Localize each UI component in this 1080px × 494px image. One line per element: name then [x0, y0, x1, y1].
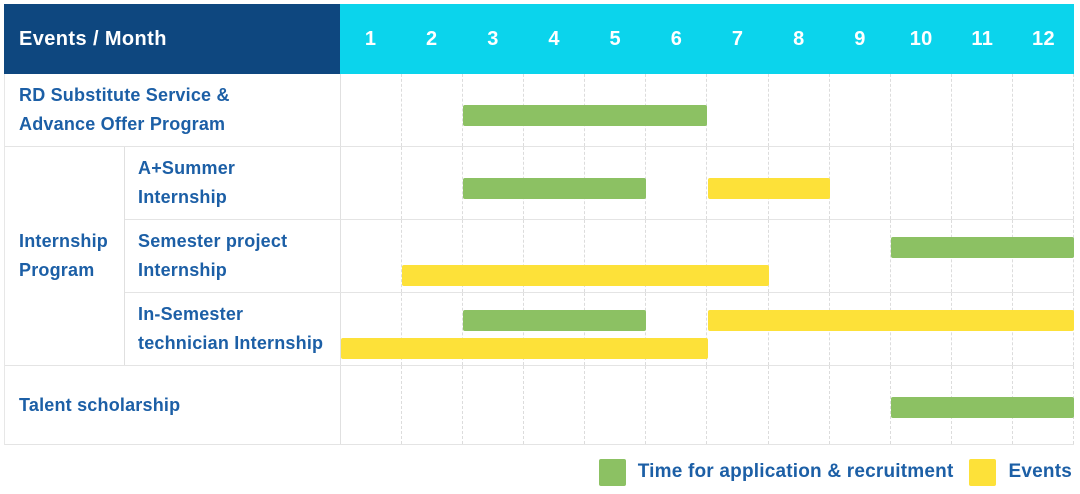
table-row: Talent scholarship [5, 365, 1074, 444]
month-grid-cell [830, 147, 891, 219]
row-chart-area [341, 293, 1074, 365]
month-header-cell: 11 [971, 27, 994, 50]
application-bar [463, 178, 647, 199]
month-grid-cell [769, 220, 830, 292]
month-grid-cell [646, 220, 708, 292]
month-grid-cell [341, 366, 403, 444]
row-chart-area [341, 220, 1074, 292]
label-line: Talent scholarship [19, 394, 181, 415]
table-body: RD Substitute Service & Advance Offer Pro… [4, 74, 1074, 445]
month-grid-cell [707, 220, 769, 292]
legend-label: Time for application & recruitment [637, 461, 954, 482]
legend: Time for application & recruitment Events [598, 457, 1072, 487]
row-label: In-Semester technician Internship [125, 293, 341, 365]
month-grid-cell [830, 220, 891, 292]
legend-item-events: Events [969, 458, 1072, 486]
month-grid-cell [769, 74, 830, 146]
label-line: Advance Offer Program [19, 114, 226, 134]
label-line: Program [19, 260, 95, 280]
application-bar [463, 310, 647, 331]
label-line: Internship [138, 260, 228, 280]
group-label: Internship Program [5, 147, 125, 365]
month-header-cell: 3 [487, 27, 499, 50]
label-line: technician Internship [138, 333, 324, 353]
month-grid-cell [707, 74, 769, 146]
month-grid-cell [769, 366, 830, 444]
month-grid-cell [1013, 147, 1074, 219]
month-grid-cell [402, 74, 464, 146]
month-grid-cell [402, 220, 464, 292]
month-grid-cell [952, 74, 1013, 146]
row-chart-area [341, 74, 1074, 146]
month-grid-cell [341, 147, 403, 219]
row-label: A+Summer Internship [125, 147, 341, 219]
group-subrows: A+Summer Internship Semester project Intern… [125, 147, 1074, 365]
month-grid-cell [646, 366, 708, 444]
legend-label: Events [1008, 461, 1072, 482]
label-line: Semester project [138, 231, 288, 251]
row-chart-area [341, 147, 1074, 219]
yellow-swatch-icon [969, 458, 997, 486]
application-bar [463, 105, 708, 126]
month-header-cell: 4 [548, 27, 560, 50]
row-chart-area [341, 366, 1074, 444]
row-group-internship-program: Internship Program A+Summer Internship Semes… [5, 146, 1074, 365]
row-label: Talent scholarship [5, 366, 341, 444]
month-grid-cell [707, 366, 769, 444]
application-bar [890, 237, 1074, 258]
month-header-cell: 7 [731, 27, 744, 50]
month-grid-cell [341, 220, 403, 292]
month-grid-cell [524, 366, 586, 444]
row-label: Semester project Internship [125, 220, 341, 292]
table-row: A+Summer Internship [125, 147, 1074, 219]
events-month-header: Events / Month [4, 4, 340, 74]
table-row: Semester project Internship [125, 219, 1074, 292]
green-swatch-icon [598, 458, 626, 486]
month-header-cell: 6 [670, 27, 683, 50]
month-grid-cell [402, 147, 464, 219]
month-grid-cell [463, 220, 525, 292]
month-header-cell: 2 [426, 27, 438, 50]
month-grid-cell [891, 74, 952, 146]
month-grid-cell [585, 220, 647, 292]
month-header-row: 1 2 3 4 5 6 7 8 9 10 11 12 [340, 4, 1074, 74]
table-header-row: Events / Month 1 2 3 4 5 6 7 8 9 10 11 12 [4, 4, 1074, 74]
month-grid-cell [585, 366, 647, 444]
month-grid-cell [341, 74, 403, 146]
label-line: RD Substitute Service & [19, 85, 230, 105]
label-line: Internship [19, 231, 109, 251]
event-bar [341, 338, 708, 359]
month-grid-cell [402, 293, 464, 365]
event-bar [707, 178, 830, 199]
month-header-cell: 8 [793, 27, 805, 50]
month-grid-cell [646, 147, 708, 219]
application-bar [890, 397, 1074, 418]
label-line: In-Semester [138, 304, 244, 324]
month-header-cell: 12 [1032, 27, 1055, 50]
row-label: RD Substitute Service & Advance Offer Pro… [5, 74, 341, 146]
label-line: Internship [138, 187, 228, 207]
table-row: RD Substitute Service & Advance Offer Pro… [5, 74, 1074, 146]
month-grid-cell [891, 147, 952, 219]
month-grid-cell [1013, 74, 1074, 146]
label-line: A+Summer [138, 158, 236, 178]
month-header-cell: 10 [909, 27, 933, 50]
month-grid-cell [830, 366, 891, 444]
table-row: In-Semester technician Internship [125, 292, 1074, 365]
month-header-cell: 1 [364, 27, 377, 50]
month-header-cell: 9 [854, 27, 866, 50]
month-grid-cell [463, 366, 525, 444]
gantt-table: Events / Month 1 2 3 4 5 6 7 8 9 10 11 12 RD Substi… [4, 4, 1074, 445]
month-grid-cell [952, 147, 1013, 219]
month-grid-cell [341, 293, 403, 365]
month-grid-cell [646, 293, 708, 365]
month-grid-cell [402, 366, 464, 444]
event-bar [402, 265, 769, 286]
month-grid-cell [524, 220, 586, 292]
event-bar [707, 310, 1074, 331]
month-grid-cell [830, 74, 891, 146]
legend-item-application: Time for application & recruitment [598, 458, 954, 486]
month-header-cell: 5 [609, 27, 621, 50]
